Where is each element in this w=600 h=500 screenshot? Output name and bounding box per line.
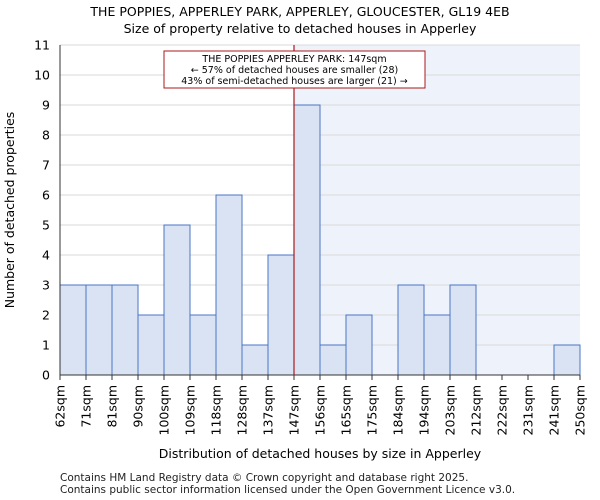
x-tick-label: 184sqm: [391, 385, 406, 435]
x-tick-label: 128sqm: [235, 385, 250, 435]
chart-title: THE POPPIES, APPERLEY PARK, APPERLEY, GL…: [90, 4, 510, 19]
x-tick-label: 212sqm: [469, 385, 484, 435]
y-tick-label: 10: [34, 68, 50, 83]
x-tick-label: 147sqm: [287, 385, 302, 435]
footer-line-1: Contains HM Land Registry data © Crown c…: [60, 472, 469, 484]
footer-line-2: Contains public sector information licen…: [60, 484, 516, 496]
histogram-bar: [553, 344, 581, 376]
histogram-bar: [85, 284, 113, 376]
x-tick-label: 222sqm: [495, 385, 510, 435]
annotation-line-1: THE POPPIES APPERLEY PARK: 147sqm: [201, 54, 386, 65]
histogram-bar: [189, 314, 217, 376]
histogram-bar: [267, 254, 295, 376]
histogram-bar: [59, 284, 87, 376]
x-tick-label: 203sqm: [443, 385, 458, 435]
x-tick-label: 62sqm: [53, 385, 68, 428]
histogram-bar: [319, 344, 347, 376]
x-tick-label: 156sqm: [313, 385, 328, 435]
annotation-box: [163, 50, 426, 89]
histogram-bar: [397, 284, 425, 376]
chart-subtitle: Size of property relative to detached ho…: [123, 21, 477, 36]
x-tick-label: 165sqm: [339, 385, 354, 435]
x-tick-label: 90sqm: [131, 385, 146, 428]
x-axis-title: Distribution of detached houses by size …: [159, 446, 482, 461]
x-tick-label: 241sqm: [547, 385, 562, 435]
annotation-line-2: ← 57% of detached houses are smaller (28…: [191, 65, 398, 76]
y-tick-label: 0: [42, 368, 50, 383]
y-tick-label: 4: [42, 248, 50, 263]
annotation-line-3: 43% of semi-detached houses are larger (…: [181, 76, 408, 87]
y-axis-title: Number of detached properties: [2, 112, 17, 309]
histogram-bar: [423, 314, 451, 376]
y-tick-label: 5: [42, 218, 50, 233]
y-tick-label: 6: [42, 188, 50, 203]
y-tick-label: 3: [42, 278, 50, 293]
histogram-bar: [137, 314, 165, 376]
x-tick-label: 118sqm: [209, 385, 224, 435]
histogram-bar: [293, 104, 321, 376]
y-tick-label: 8: [42, 128, 50, 143]
x-tick-label: 71sqm: [79, 385, 94, 428]
x-tick-label: 231sqm: [521, 385, 536, 435]
x-tick-label: 194sqm: [417, 385, 432, 435]
histogram-bar: [241, 344, 269, 376]
x-tick-label: 100sqm: [157, 385, 172, 435]
histogram-bar: [449, 284, 477, 376]
y-tick-label: 7: [42, 158, 50, 173]
y-tick-label: 9: [42, 98, 50, 113]
y-tick-label: 1: [42, 338, 50, 353]
histogram-bar: [111, 284, 139, 376]
x-tick-label: 137sqm: [261, 385, 276, 435]
histogram-bar: [215, 194, 243, 376]
histogram-bar: [345, 314, 373, 376]
x-tick-label: 250sqm: [573, 385, 588, 435]
x-tick-label: 81sqm: [105, 385, 120, 428]
y-tick-label: 2: [42, 308, 50, 323]
x-tick-label: 175sqm: [365, 385, 380, 435]
y-tick-label: 11: [34, 38, 50, 53]
x-tick-label: 109sqm: [183, 385, 198, 435]
histogram-bar: [163, 224, 191, 376]
